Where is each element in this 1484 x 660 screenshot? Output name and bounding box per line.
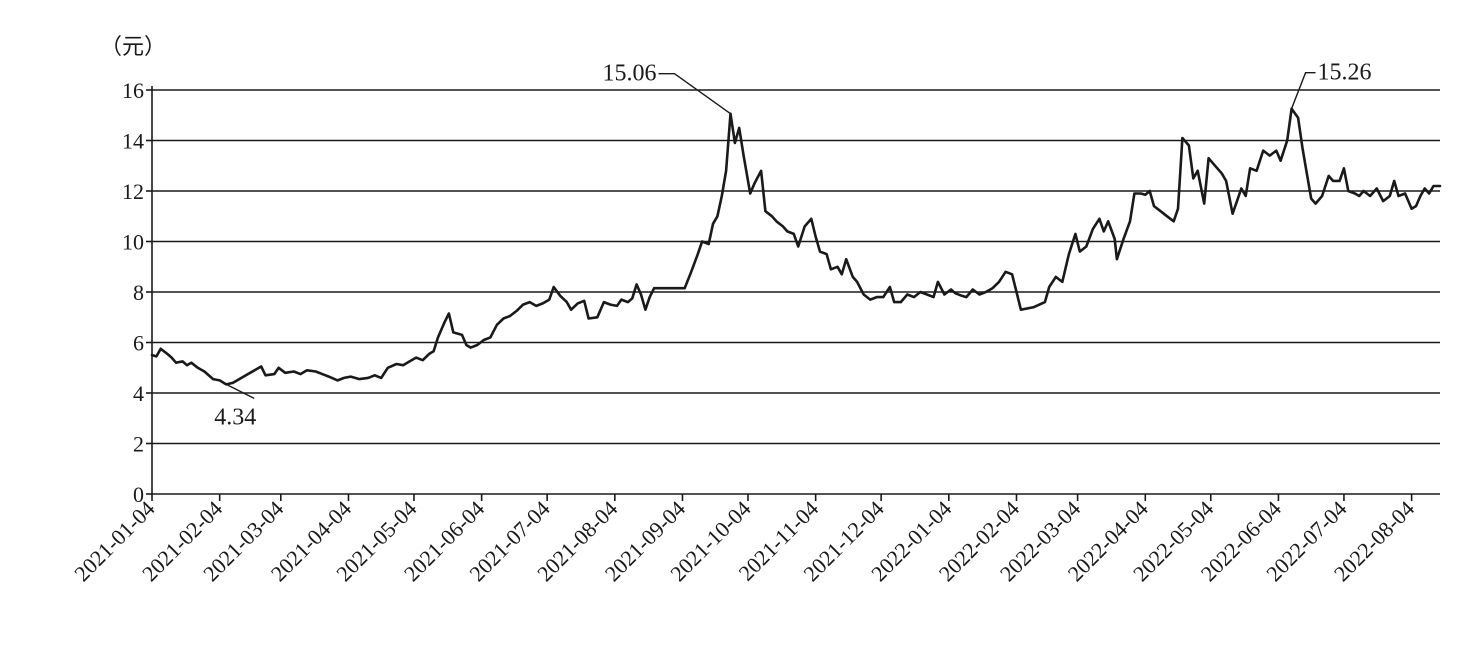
y-tick-label: 10 bbox=[122, 230, 144, 255]
y-tick-label: 16 bbox=[122, 78, 144, 103]
y-tick-label: 2 bbox=[133, 432, 144, 457]
y-tick-label: 12 bbox=[122, 179, 144, 204]
annotation-label: 15.26 bbox=[1318, 60, 1372, 86]
gridlines bbox=[146, 89, 1440, 495]
y-tick-label: 6 bbox=[133, 331, 144, 356]
series-layer bbox=[150, 107, 1442, 386]
series-line-0 bbox=[150, 107, 1442, 386]
annotations: 15.06 15.26 4.34 bbox=[214, 60, 1371, 431]
annotation-leader bbox=[1290, 71, 1316, 109]
y-tick-labels: 0 2 4 6 8 10 12 14 16 bbox=[122, 78, 144, 507]
annotation-leader bbox=[658, 73, 731, 115]
y-tick-label: 4 bbox=[133, 381, 144, 406]
y-tick-label: 14 bbox=[122, 129, 144, 154]
annotation-label: 15.06 bbox=[603, 61, 657, 87]
y-tick-label: 0 bbox=[133, 482, 144, 507]
annotation-label: 4.34 bbox=[214, 404, 256, 430]
x-tick-labels: 2021-01-042021-02-042021-03-042021-04-04… bbox=[69, 496, 1419, 586]
axes bbox=[151, 86, 1440, 501]
y-axis-label: （元） bbox=[100, 35, 166, 60]
y-tick-label: 8 bbox=[133, 280, 144, 305]
annotation-leader bbox=[225, 383, 255, 400]
